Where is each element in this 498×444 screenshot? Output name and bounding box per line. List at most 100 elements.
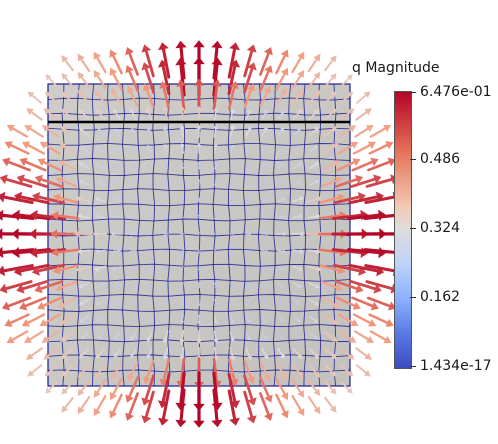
- vector-glyph: [352, 313, 377, 327]
- vector-glyph: [59, 314, 76, 325]
- vector-glyph: [111, 362, 123, 381]
- vector-glyph: [114, 163, 120, 169]
- vector-glyph: [213, 231, 218, 236]
- vector-glyph: [32, 192, 65, 205]
- colorbar-label-max: 6.476e-01: [420, 84, 492, 100]
- vector-glyph: [229, 108, 236, 121]
- vector-glyph: [114, 299, 121, 305]
- vector-glyph: [212, 106, 219, 122]
- vector-glyph: [261, 347, 269, 360]
- vector-glyph: [229, 162, 235, 170]
- vector-glyph: [77, 379, 91, 397]
- vector-glyph: [338, 330, 357, 343]
- vector-glyph: [243, 44, 257, 78]
- vector-glyph: [131, 283, 136, 288]
- vector-glyph: [162, 105, 169, 122]
- vector-glyph: [228, 358, 239, 387]
- vector-glyph: [178, 105, 186, 123]
- vector-glyph: [334, 174, 364, 188]
- vector-glyph: [146, 214, 153, 219]
- vector-glyph: [211, 388, 223, 428]
- vector-glyph: [158, 389, 171, 426]
- vector-glyph: [262, 180, 267, 185]
- vector-glyph: [277, 163, 284, 169]
- vector-glyph: [292, 363, 304, 379]
- vector-glyph: [94, 363, 106, 379]
- vector-glyph: [159, 80, 171, 110]
- vector-glyph: [229, 346, 236, 362]
- vector-glyph: [324, 73, 337, 88]
- vector-glyph: [292, 196, 304, 203]
- vector-glyph: [197, 197, 201, 203]
- vector-glyph: [129, 214, 137, 219]
- vector-glyph: [245, 163, 251, 169]
- vector-glyph: [141, 374, 155, 406]
- vector-glyph: [213, 214, 218, 219]
- vector-glyph: [277, 180, 284, 186]
- vector-glyph: [24, 330, 44, 344]
- vector-glyph: [2, 157, 31, 172]
- vector-glyph: [146, 331, 153, 342]
- vector-glyph: [180, 298, 185, 307]
- vector-glyph: [114, 332, 121, 340]
- vector-glyph: [245, 266, 251, 271]
- vector-glyph: [229, 144, 235, 153]
- vector-glyph: [163, 315, 168, 323]
- vector-glyph: [109, 393, 123, 419]
- vector-glyph: [96, 163, 105, 169]
- vector-glyph: [229, 331, 235, 342]
- vector-glyph: [245, 347, 253, 361]
- vector-glyph: [114, 283, 121, 288]
- vector-glyph: [261, 126, 268, 137]
- vector-glyph: [78, 282, 90, 289]
- vector-glyph: [79, 315, 89, 323]
- vector-glyph: [275, 49, 289, 75]
- vector-glyph: [243, 83, 255, 109]
- vector-glyph: [131, 163, 136, 169]
- vector-glyph: [55, 176, 78, 188]
- vector-glyph: [339, 108, 355, 121]
- vector-glyph: [369, 124, 392, 138]
- vector-glyph: [245, 125, 252, 137]
- vector-glyph: [19, 296, 47, 311]
- mesh-edge: [47, 309, 351, 312]
- vector-glyph: [21, 313, 46, 327]
- vector-glyph: [355, 347, 373, 360]
- vector-glyph: [34, 280, 64, 294]
- vector-glyph: [319, 193, 345, 204]
- vector-glyph: [93, 51, 107, 74]
- vector-glyph: [179, 329, 185, 345]
- vector-glyph: [162, 347, 169, 360]
- vector-glyph: [61, 380, 74, 395]
- vector-glyph: [261, 214, 269, 219]
- colorbar[interactable]: [394, 91, 412, 369]
- vector-glyph: [78, 162, 90, 170]
- vector-glyph: [50, 247, 80, 257]
- vector-glyph: [92, 231, 107, 237]
- vector-glyph: [291, 51, 305, 74]
- vector-glyph: [277, 316, 284, 323]
- vector-glyph: [196, 161, 202, 170]
- vector-glyph: [310, 332, 318, 340]
- vector-glyph: [309, 299, 319, 306]
- vector-glyph: [41, 125, 60, 138]
- vector-glyph: [112, 214, 122, 219]
- vector-glyph: [307, 53, 321, 73]
- vector-glyph: [4, 141, 30, 155]
- vector-glyph: [262, 146, 267, 152]
- vector-glyph: [338, 125, 357, 138]
- vector-glyph: [368, 313, 394, 327]
- vector-glyph: [245, 109, 252, 120]
- vector-glyph: [275, 393, 289, 419]
- vector-glyph: [179, 142, 185, 154]
- vector-glyph: [293, 128, 301, 136]
- vector-glyph: [261, 110, 268, 120]
- vector-glyph: [320, 176, 343, 188]
- vector-glyph: [259, 392, 273, 421]
- vector-glyph: [26, 108, 43, 121]
- vector-glyph: [129, 249, 137, 254]
- vector-glyph: [77, 363, 90, 378]
- mesh-edge: [167, 83, 171, 387]
- vector-glyph: [324, 347, 337, 360]
